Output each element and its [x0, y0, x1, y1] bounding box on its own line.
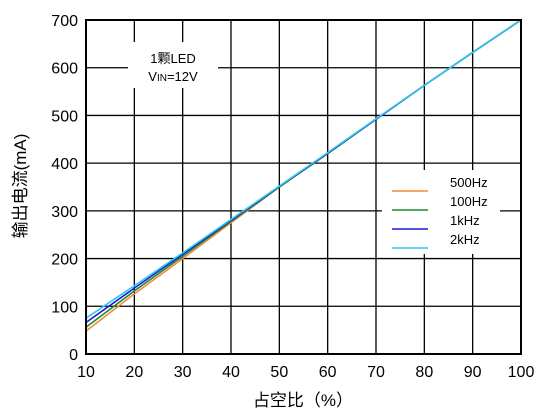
annotation-vin: VIN=12V	[148, 69, 198, 84]
y-axis-title: 输出电流(mA)	[11, 134, 30, 239]
y-tick-label: 500	[51, 108, 78, 125]
x-tick-label: 30	[174, 364, 192, 381]
y-tick-label: 700	[51, 13, 78, 30]
annotation-vin-rest: =12V	[167, 69, 198, 84]
annotation-led-count: 1颗LED	[150, 51, 196, 66]
x-tick-label: 10	[77, 364, 95, 381]
y-tick-label: 0	[69, 347, 78, 364]
series-lines	[85, 19, 522, 332]
annotation-vin-main: V	[148, 69, 157, 84]
y-tick-label: 200	[51, 252, 78, 269]
x-tick-label: 100	[508, 364, 535, 381]
legend: 500Hz 100Hz 1kHz 2kHz	[392, 175, 488, 249]
legend-label: 100Hz	[450, 194, 488, 209]
x-tick-label: 40	[222, 364, 240, 381]
x-tick-label: 70	[367, 364, 385, 381]
x-tick-label: 80	[415, 364, 433, 381]
legend-label: 1kHz	[450, 213, 480, 228]
y-tick-label: 600	[51, 61, 78, 78]
x-tick-label: 50	[270, 364, 288, 381]
y-tick-label: 300	[51, 204, 78, 221]
x-tick-label: 90	[464, 364, 482, 381]
legend-label: 2kHz	[450, 232, 480, 247]
series-line-2khz	[85, 19, 522, 319]
y-tick-label: 400	[51, 156, 78, 173]
legend-label: 500Hz	[450, 175, 488, 190]
annotation-box	[128, 42, 218, 88]
y-tick-label: 100	[51, 299, 78, 316]
x-axis-title: 占空比（%）	[253, 391, 353, 410]
x-tick-label: 60	[319, 364, 337, 381]
legend-box	[382, 170, 500, 254]
plot-frame	[85, 19, 522, 355]
x-tick-label: 20	[125, 364, 143, 381]
y-tick-labels: 0 100 200 300 400 500 600 700	[51, 13, 78, 364]
plot-border	[85, 19, 522, 355]
annotation-vin-sub: IN	[157, 73, 167, 84]
x-tick-labels: 10 20 30 40 50 60 70 80 90 100	[77, 364, 534, 381]
